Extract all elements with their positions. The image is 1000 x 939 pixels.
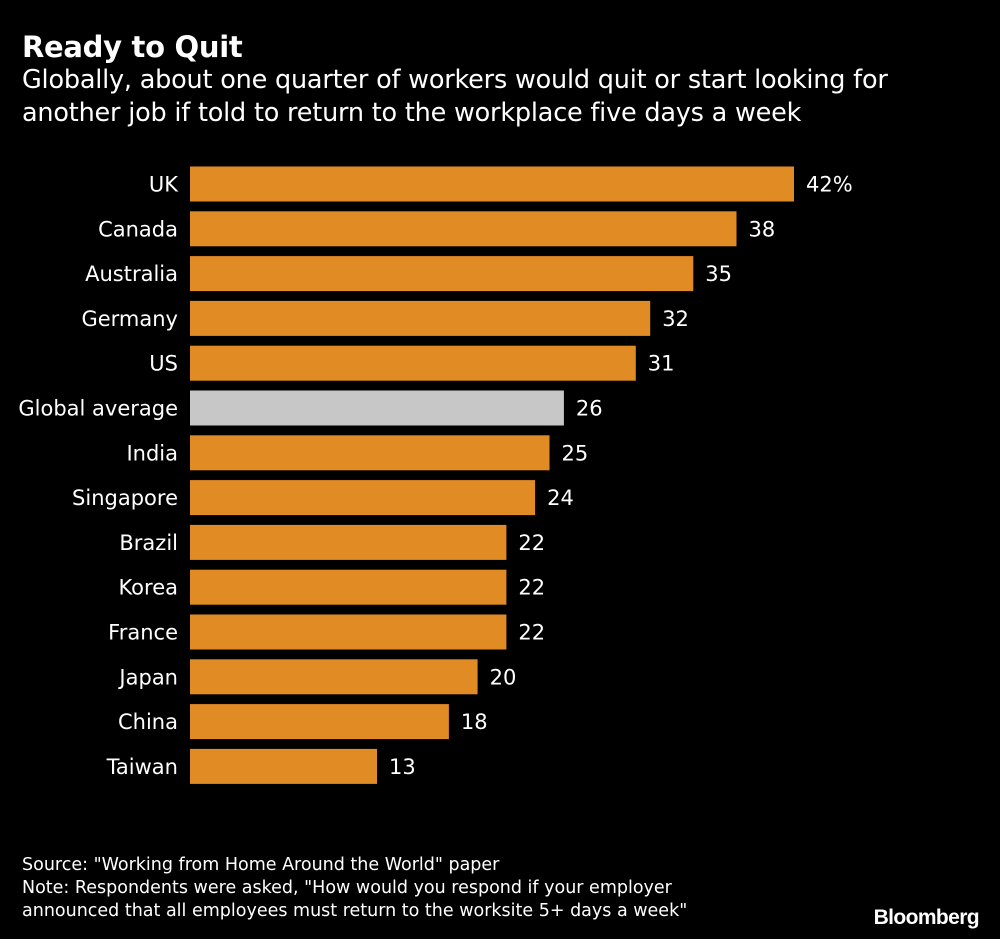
category-label-china: China	[118, 710, 178, 734]
value-label-france: 22	[518, 621, 545, 645]
category-label-india: India	[126, 441, 178, 465]
bar-global-average	[190, 390, 564, 426]
value-label-brazil: 22	[518, 531, 545, 555]
bar-brazil	[190, 524, 507, 560]
category-label-taiwan: Taiwan	[106, 755, 178, 779]
value-label-japan: 20	[490, 665, 517, 689]
value-label-global-average: 26	[576, 397, 603, 421]
category-label-germany: Germany	[81, 307, 178, 331]
bar-taiwan	[190, 748, 377, 784]
value-label-india: 25	[562, 441, 589, 465]
value-label-taiwan: 13	[389, 755, 416, 779]
value-label-korea: 22	[518, 576, 545, 600]
bar-uk	[190, 166, 794, 202]
source-note: Source: "Working from Home Around the Wo…	[22, 855, 500, 875]
value-label-china: 18	[461, 710, 488, 734]
bar-australia	[190, 256, 694, 292]
bar-germany	[190, 300, 651, 336]
bar-korea	[190, 569, 507, 605]
category-label-us: US	[149, 352, 178, 376]
bar-france	[190, 614, 507, 650]
category-label-canada: Canada	[98, 217, 178, 241]
category-label-brazil: Brazil	[119, 531, 178, 555]
value-label-uk: 42%	[806, 173, 853, 197]
category-label-australia: Australia	[85, 262, 178, 286]
value-label-singapore: 24	[547, 486, 574, 510]
bars-group: UK 42% Canada 38 Australia 35 Germany 32 US 31 Glo…	[18, 166, 853, 784]
question-note-line-2: announced that all employees must return…	[22, 901, 688, 921]
chart-footer: Source: "Working from Home Around the Wo…	[22, 854, 687, 923]
category-label-global-average: Global average	[18, 397, 178, 421]
category-label-france: France	[108, 621, 178, 645]
value-label-us: 31	[648, 352, 675, 376]
value-label-australia: 35	[705, 262, 732, 286]
bar-singapore	[190, 480, 536, 516]
value-label-germany: 32	[662, 307, 689, 331]
category-label-korea: Korea	[118, 576, 178, 600]
chart-subtitle: Globally, about one quarter of workers w…	[22, 65, 888, 128]
category-label-uk: UK	[149, 173, 179, 197]
category-label-singapore: Singapore	[72, 486, 178, 510]
bar-china	[190, 704, 449, 740]
bloomberg-logo: Bloomberg	[873, 906, 980, 929]
value-label-canada: 38	[749, 217, 776, 241]
bar-canada	[190, 211, 737, 247]
bar-us	[190, 345, 636, 381]
bar-india	[190, 435, 550, 471]
question-note-line-1: Note: Respondents were asked, "How would…	[22, 878, 672, 898]
bar-japan	[190, 659, 478, 695]
category-label-japan: Japan	[117, 665, 178, 689]
chart-title: Ready to Quit	[22, 30, 243, 64]
